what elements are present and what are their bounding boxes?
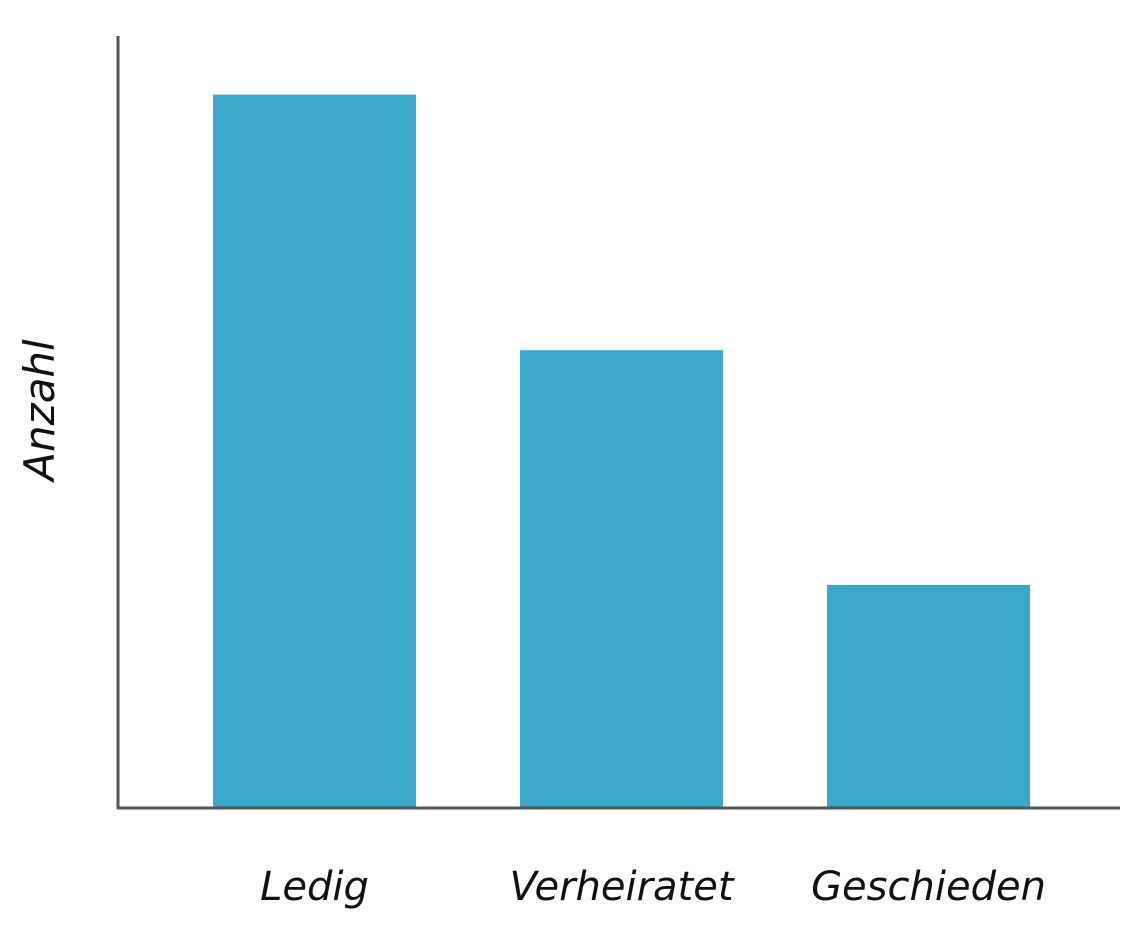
bars xyxy=(213,94,1030,808)
x-tick-label-ledig: Ledig xyxy=(260,864,369,910)
x-tick-label-verheiratet: Verheiratet xyxy=(509,864,734,910)
x-tick-label-geschieden: Geschieden xyxy=(811,864,1046,910)
bar-ledig xyxy=(213,94,416,808)
y-axis-label: Anzahl xyxy=(15,339,64,484)
bar-verheiratet xyxy=(520,350,723,808)
x-tick-labels: Ledig Verheiratet Geschieden xyxy=(260,864,1046,910)
bar-geschieden xyxy=(827,584,1030,808)
